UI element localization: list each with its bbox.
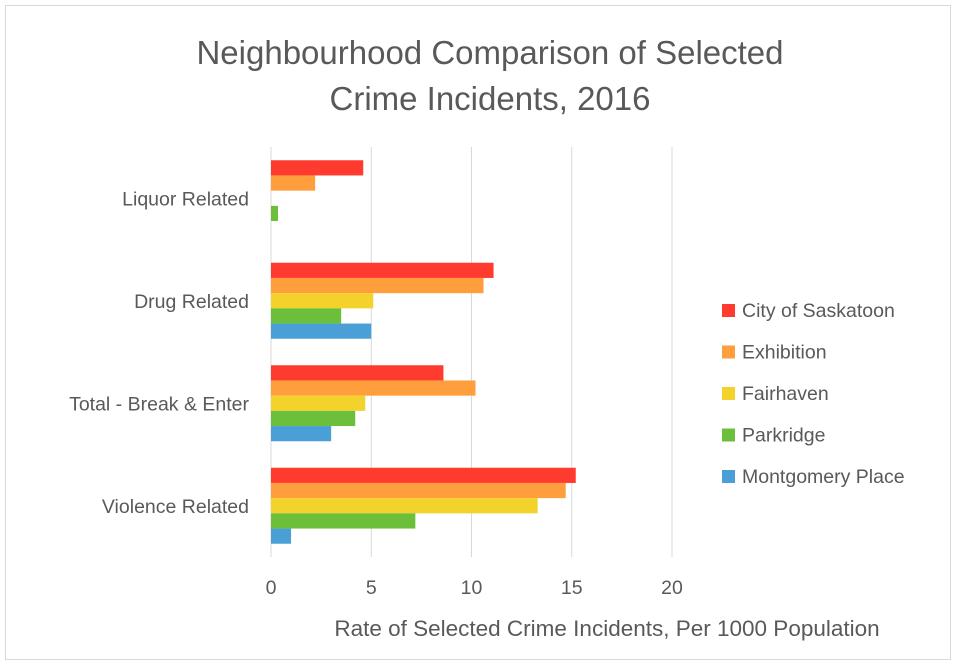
category-label: Drug Related [134, 291, 249, 313]
x-tick-label: 5 [366, 577, 377, 599]
bar [271, 513, 416, 529]
legend: City of Saskatoon Exhibition Fairhaven Park… [722, 300, 905, 488]
bar [271, 380, 476, 396]
bar [271, 467, 576, 483]
bar [271, 308, 342, 324]
legend-label: Montgomery Place [742, 466, 905, 488]
legend-label: Fairhaven [742, 383, 829, 405]
bar [271, 205, 279, 222]
bar [271, 498, 538, 514]
legend-swatch [722, 470, 735, 483]
legend-swatch [722, 428, 735, 442]
x-tick-labels: 0 5 10 15 20 [266, 577, 683, 599]
legend-label: Parkridge [742, 425, 825, 447]
bars [271, 160, 576, 544]
bar [271, 395, 366, 411]
chart-frame [5, 5, 951, 660]
bar [271, 482, 566, 499]
bar [271, 160, 364, 176]
bar [271, 528, 292, 544]
legend-swatch [722, 387, 735, 400]
x-tick-label: 10 [461, 577, 483, 599]
category-label: Total - Break & Enter [69, 393, 249, 415]
chart-title-line-2: Crime Incidents, 2016 [330, 80, 651, 117]
chart-title-line-1: Neighbourhood Comparison of Selected [196, 34, 783, 71]
bar [271, 262, 494, 278]
category-label: Liquor Related [122, 188, 249, 210]
x-axis-label: Rate of Selected Crime Incidents, Per 10… [334, 616, 879, 641]
bar [271, 277, 484, 294]
legend-swatch [722, 345, 735, 359]
x-tick-label: 15 [561, 577, 583, 599]
legend-label: Exhibition [742, 342, 827, 364]
bar [271, 410, 356, 427]
bar [271, 293, 374, 309]
category-label: Violence Related [102, 496, 249, 518]
bar [271, 323, 372, 339]
legend-label: City of Saskatoon [742, 300, 895, 322]
bar [271, 365, 444, 381]
legend-swatch [722, 304, 735, 317]
bar [271, 426, 332, 442]
x-tick-label: 20 [661, 577, 683, 599]
bar [271, 175, 316, 191]
x-tick-label: 0 [266, 577, 277, 599]
category-labels: Liquor Related Drug Related Total - Break … [69, 188, 249, 518]
